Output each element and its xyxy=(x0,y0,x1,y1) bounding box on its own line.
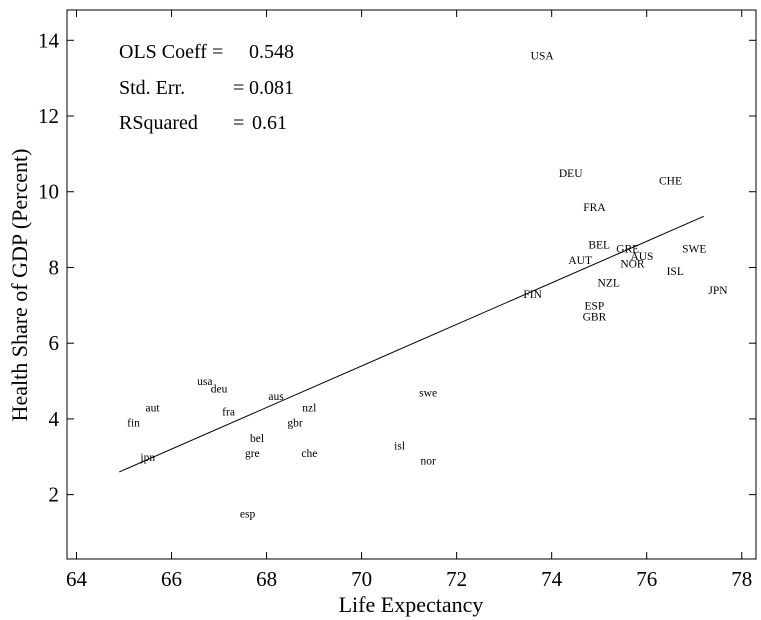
point-labels: USA DEU CHE FRA BEL GRE SWE AUS AUT NOR ISL NZL JPN F… xyxy=(127,50,728,520)
point-label-che: CHE xyxy=(659,175,682,187)
point-label-jpn: JPN xyxy=(708,285,728,297)
y-tick-label: 4 xyxy=(49,407,60,431)
x-tick-label: 76 xyxy=(636,567,657,591)
point-label-esp: esp xyxy=(240,509,256,521)
point-label-isl: isl xyxy=(394,440,405,452)
stats-box: OLS Coeff = 0.548 Std. Err. = 0.081 RSquared =… xyxy=(119,41,294,134)
stat-value: 0.61 xyxy=(252,112,287,134)
axis-ticks xyxy=(67,10,756,559)
stat-label: OLS Coeff = xyxy=(119,41,223,63)
point-label-nor: nor xyxy=(420,456,436,468)
point-label-fra: fra xyxy=(222,406,235,418)
point-label-bel: bel xyxy=(250,433,264,445)
point-label-che: che xyxy=(301,448,317,460)
x-tick-label: 64 xyxy=(66,567,88,591)
point-label-fra: FRA xyxy=(583,202,606,214)
ols-fit-line xyxy=(119,215,704,473)
x-tick-label: 66 xyxy=(161,567,182,591)
point-label-fin: fin xyxy=(127,418,140,430)
y-tick-label: 12 xyxy=(38,104,59,128)
y-tick-label: 2 xyxy=(49,483,60,507)
point-label-deu: DEU xyxy=(559,168,583,180)
point-label-aut: aut xyxy=(145,403,160,415)
stat-value: 0.081 xyxy=(249,77,294,99)
x-tick-label: 70 xyxy=(351,567,372,591)
point-label-esp: ESP xyxy=(585,300,605,312)
y-tick-label: 8 xyxy=(49,255,60,279)
point-label-gbr: gbr xyxy=(287,418,303,430)
point-label-jpn: jpn xyxy=(139,452,155,464)
point-label-nor: NOR xyxy=(620,259,645,271)
point-label-gre: GRE xyxy=(616,244,639,256)
x-tick-label: 68 xyxy=(256,567,277,591)
point-label-nzl: nzl xyxy=(302,403,316,415)
x-tick-label: 74 xyxy=(541,567,563,591)
point-label-aus: AUS xyxy=(630,251,653,263)
y-tick-label: 14 xyxy=(38,28,60,52)
x-tick-label: 72 xyxy=(446,567,467,591)
fit-line-group xyxy=(119,215,704,473)
point-label-swe: swe xyxy=(419,387,437,399)
x-tick-label: 78 xyxy=(731,567,752,591)
stat-equals: = xyxy=(233,77,244,99)
point-label-usa: USA xyxy=(531,50,555,62)
point-label-aut: AUT xyxy=(568,255,592,267)
stat-label: Std. Err. xyxy=(119,77,185,99)
point-label-bel: BEL xyxy=(588,240,610,252)
stat-equals: = xyxy=(233,112,244,134)
stat-value: 0.548 xyxy=(249,41,294,63)
point-label-deu: deu xyxy=(211,384,228,396)
point-label-swe: SWE xyxy=(682,244,706,256)
point-label-gbr: GBR xyxy=(583,312,607,324)
x-axis-title: Life Expectancy xyxy=(339,592,484,617)
plot-frame xyxy=(66,9,757,560)
y-tick-label: 10 xyxy=(38,180,59,204)
point-label-gre: gre xyxy=(245,448,260,460)
point-label-isl: ISL xyxy=(667,266,684,278)
y-axis-title: Health Share of GDP (Percent) xyxy=(7,149,32,422)
point-label-nzl: NZL xyxy=(598,278,620,290)
y-tick-label: 6 xyxy=(49,331,60,355)
point-label-usa: usa xyxy=(197,376,212,388)
point-label-fin: FIN xyxy=(523,289,542,301)
point-label-aus: aus xyxy=(268,391,284,403)
stat-label: RSquared xyxy=(119,112,198,134)
